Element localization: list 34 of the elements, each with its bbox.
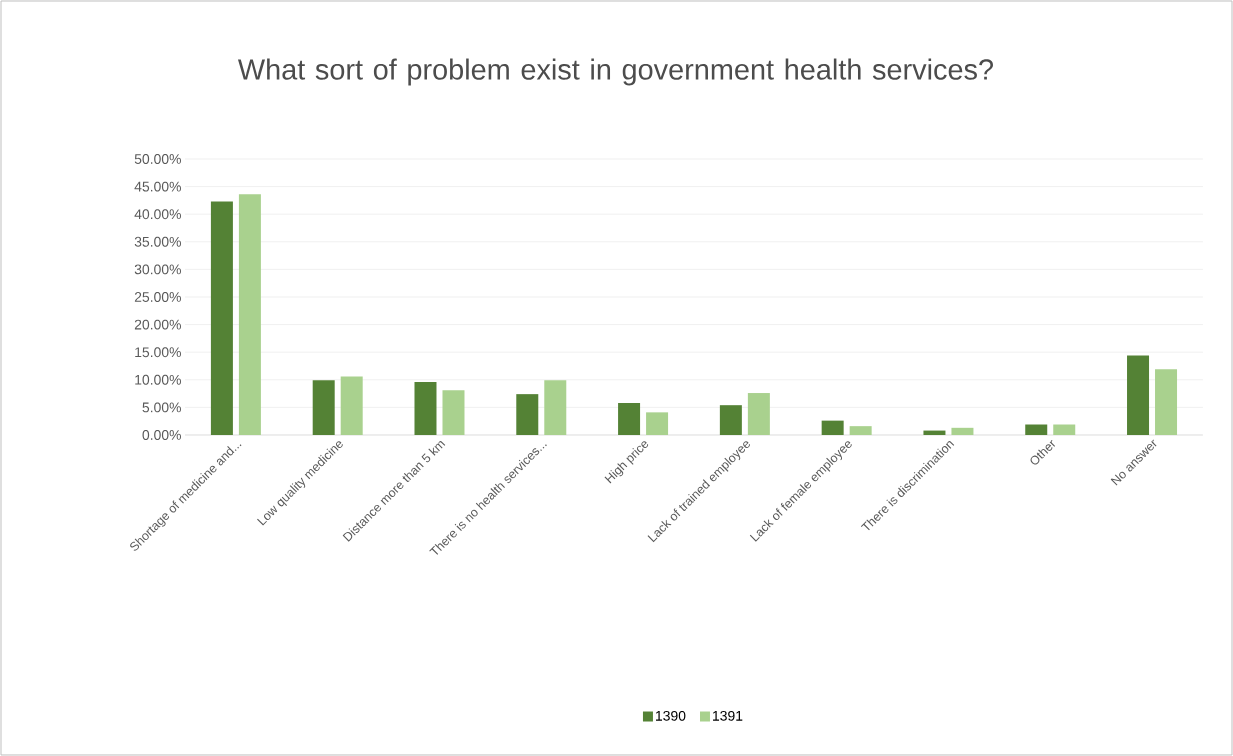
y-tick-label: 10.00% bbox=[135, 374, 181, 385]
y-tick-label: 20.00% bbox=[134, 319, 181, 330]
bar bbox=[238, 194, 261, 435]
y-tick-label: 25.00% bbox=[134, 292, 181, 302]
y-tick-label: 15.00% bbox=[135, 347, 181, 358]
legend-label: 1390 bbox=[656, 710, 686, 721]
bar bbox=[1127, 355, 1150, 435]
bar bbox=[849, 426, 872, 435]
bar bbox=[951, 427, 974, 435]
y-tick-label: 5.00% bbox=[142, 402, 181, 413]
bar bbox=[1155, 369, 1178, 435]
y-tick-label: 35.00% bbox=[134, 236, 181, 247]
bar bbox=[1025, 424, 1048, 435]
y-tick-label: 40.00% bbox=[134, 209, 181, 220]
chart-title: What sort of problem exist in government health services? bbox=[237, 58, 993, 86]
y-tick-label: 50.00% bbox=[134, 154, 181, 164]
bar bbox=[1053, 424, 1076, 435]
bar bbox=[340, 376, 363, 435]
y-tick-label: 45.00% bbox=[134, 181, 181, 192]
bar bbox=[646, 412, 669, 435]
y-tick-label: 0.00% bbox=[142, 430, 181, 440]
bar bbox=[544, 380, 567, 435]
bar bbox=[747, 393, 770, 435]
bar bbox=[618, 402, 641, 435]
bar bbox=[442, 390, 465, 435]
bar bbox=[821, 420, 844, 435]
bar bbox=[414, 382, 437, 435]
bar bbox=[210, 201, 233, 435]
bar bbox=[923, 430, 946, 435]
y-tick-label: 30.00% bbox=[134, 264, 181, 275]
bar bbox=[719, 405, 742, 435]
bar bbox=[312, 380, 335, 435]
legend-label: 1391 bbox=[713, 710, 743, 721]
bar bbox=[516, 394, 539, 435]
